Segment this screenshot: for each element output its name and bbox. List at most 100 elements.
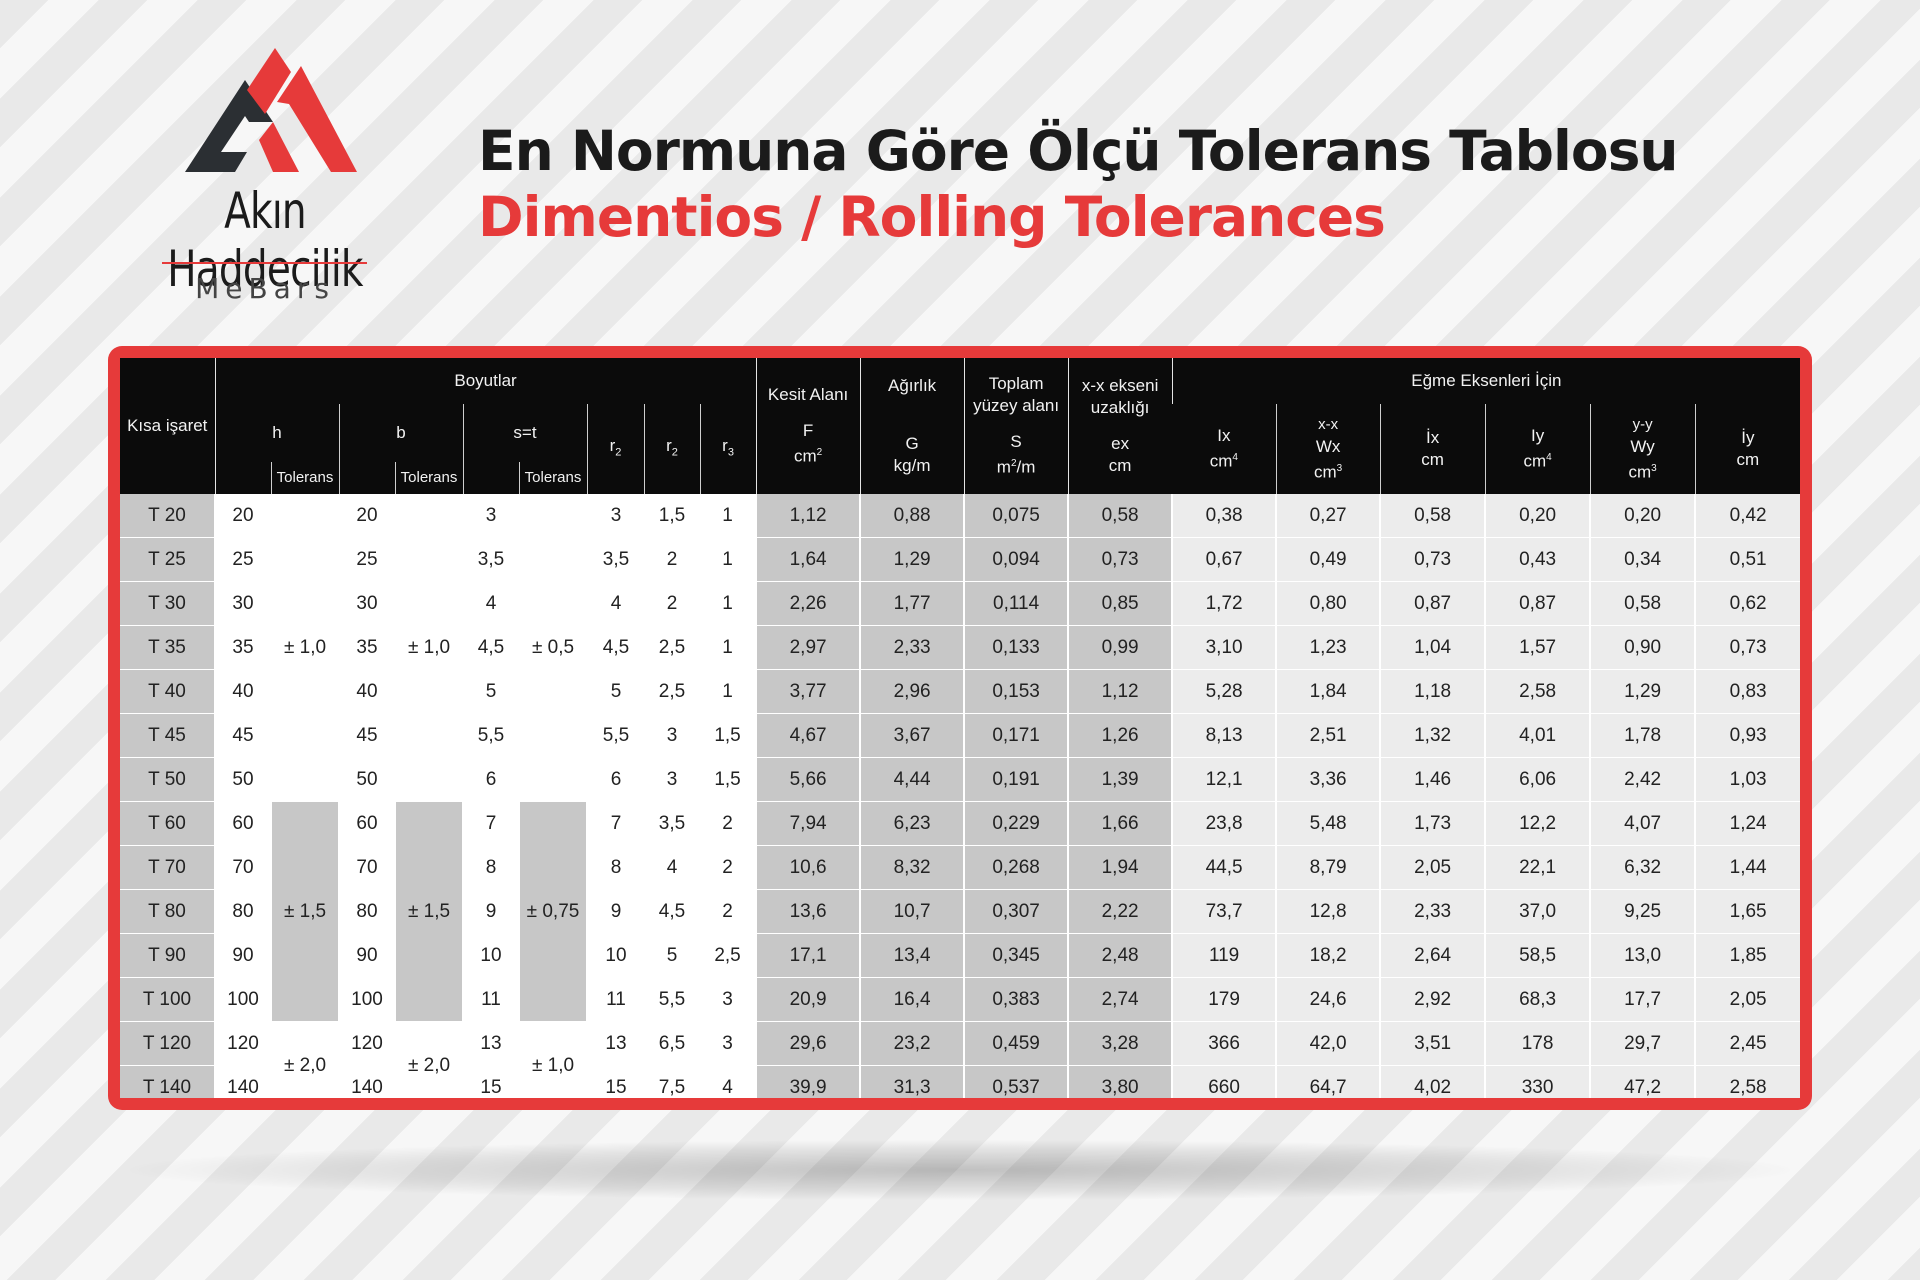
table-cell: T 100 xyxy=(120,977,215,1022)
table-cell: 8,79 xyxy=(1275,845,1381,890)
table-cell: 4 xyxy=(700,1065,757,1098)
header-S-unit: m xyxy=(996,457,1011,477)
table-body: T 20 20 ± 1,0 20 ± 1,0 3 ± 0,5 3 1,5 1 1,12 0,88 0,0… xyxy=(120,494,1800,1098)
tolerance-cell-h: ± 2,0 xyxy=(270,1021,339,1098)
table-cell: 0,83 xyxy=(1694,669,1800,714)
table-cell: 0,537 xyxy=(963,1065,1069,1098)
table-cell: 3,5 xyxy=(462,537,519,582)
table-cell: 0,90 xyxy=(1589,625,1696,670)
table-cell: 6 xyxy=(462,757,519,802)
table-cell: 13,0 xyxy=(1589,933,1696,978)
table-row: T 140 140 140 15 15 7,5 4 39,9 31,3 0,537 3,80 660 6… xyxy=(120,1065,1800,1098)
header-Wx-sup: 3 xyxy=(1336,463,1343,475)
table-cell: 5 xyxy=(462,669,519,714)
table-row: T 20 20 ± 1,0 20 ± 1,0 3 ± 0,5 3 1,5 1 1,12 0,88 0,0… xyxy=(120,494,1800,802)
table-cell: 1,12 xyxy=(1067,669,1173,714)
table-cell: 25 xyxy=(338,537,395,582)
table-row: T 40 40 40 5 5 2,5 1 3,77 2,96 0,153 1,12 5,28 1,84 1… xyxy=(120,669,1800,714)
table-cell: 5,48 xyxy=(1275,801,1381,846)
header-Wy-label: Wy xyxy=(1630,437,1655,457)
table-cell: 2 xyxy=(700,801,757,846)
table-row: T 50 50 50 6 6 3 1,5 5,66 4,44 0,191 1,39 12,1 3,36 1… xyxy=(120,757,1800,802)
table-cell: 6,23 xyxy=(859,801,965,846)
table-cell: 4 xyxy=(644,845,700,890)
table-cell: 4,5 xyxy=(586,625,644,670)
table-cell: 3,36 xyxy=(1275,757,1381,802)
header-Wx-unit: cm xyxy=(1313,462,1337,482)
table-cell: 45 xyxy=(338,713,395,758)
table-cell: 25 xyxy=(214,537,271,582)
table-cell: 1,65 xyxy=(1694,889,1800,934)
table-cell: 7,94 xyxy=(755,801,861,846)
table-cell: 119 xyxy=(1171,933,1277,978)
table-cell: 60 xyxy=(338,801,395,846)
table-cell: 0,094 xyxy=(963,537,1069,582)
header-F-unit: cm xyxy=(793,446,817,466)
table-cell: 0,87 xyxy=(1379,581,1486,626)
table-cell: T 30 xyxy=(120,581,215,626)
header-r2-label: r xyxy=(609,435,616,455)
drop-shadow xyxy=(130,1140,1790,1200)
table-cell: 1,26 xyxy=(1067,713,1173,758)
table-cell: 0,67 xyxy=(1171,537,1277,582)
table-cell: 3 xyxy=(586,494,644,538)
table-cell: 1,85 xyxy=(1694,933,1800,978)
table-cell: 0,229 xyxy=(963,801,1069,846)
table-cell: 4,44 xyxy=(859,757,965,802)
table-row: T 45 45 45 5,5 5,5 3 1,5 4,67 3,67 0,171 1,26 8,13 2… xyxy=(120,713,1800,758)
header-st-tolerans: Tolerans xyxy=(518,462,587,494)
table-cell: 68,3 xyxy=(1484,977,1591,1022)
table-cell: 17,7 xyxy=(1589,977,1696,1022)
table-cell: 330 xyxy=(1484,1065,1591,1098)
table-cell: T 50 xyxy=(120,757,215,802)
tolerance-table: Kısa işaret Boyutlar Kesit Alanı F cm2 A… xyxy=(120,358,1800,1098)
header-b: b xyxy=(338,404,463,462)
table-cell: 60 xyxy=(214,801,271,846)
brand-divider xyxy=(162,262,367,264)
header-Ix-sup: 4 xyxy=(1232,452,1238,464)
table-cell: 4,01 xyxy=(1484,713,1591,758)
header-Iy-unit: cm xyxy=(1523,451,1547,471)
header-F: F xyxy=(802,421,814,441)
table-cell: 0,85 xyxy=(1067,581,1173,626)
table-cell: 22,1 xyxy=(1484,845,1591,890)
table-cell: 10,7 xyxy=(859,889,965,934)
table-cell: 0,73 xyxy=(1067,537,1173,582)
table-cell: 178 xyxy=(1484,1021,1591,1066)
header-h: h xyxy=(214,404,339,462)
table-cell: 1,39 xyxy=(1067,757,1173,802)
table-cell: 29,6 xyxy=(755,1021,861,1066)
table-cell: 0,93 xyxy=(1694,713,1800,758)
header-S-tail: /m xyxy=(1016,457,1036,477)
table-cell: 179 xyxy=(1171,977,1277,1022)
table-cell: 7,5 xyxy=(644,1065,700,1098)
table-cell: 3 xyxy=(700,1021,757,1066)
header-r3-sub: 3 xyxy=(727,446,734,459)
header-Ix-label: Ix xyxy=(1217,426,1231,446)
table-cell: T 80 xyxy=(120,889,215,934)
table-cell: 7 xyxy=(462,801,519,846)
table-cell: 9,25 xyxy=(1589,889,1696,934)
table-cell: 23,8 xyxy=(1171,801,1277,846)
table-cell: 5,5 xyxy=(586,713,644,758)
table-cell: 0,20 xyxy=(1589,494,1696,538)
table-cell: 3,77 xyxy=(755,669,861,714)
table-cell: 13 xyxy=(586,1021,644,1066)
table-cell: T 120 xyxy=(120,1021,215,1066)
tolerance-cell-h: ± 1,0 xyxy=(270,494,339,802)
header-kisa: Kısa işaret xyxy=(120,358,215,494)
logo-mark-icon xyxy=(185,48,357,172)
header-Wy: y-y Wy cm3 xyxy=(1589,404,1696,494)
table-cell: 4 xyxy=(586,581,644,626)
page-title: En Normuna Göre Ölçü Tolerans Tablosu Di… xyxy=(478,118,1679,250)
brand-name: Akın Haddecilik xyxy=(167,182,363,298)
table-cell: 3 xyxy=(644,713,700,758)
table-cell: 2,05 xyxy=(1379,845,1486,890)
table-cell: 2 xyxy=(644,537,700,582)
table-cell: 0,99 xyxy=(1067,625,1173,670)
header-iy-unit: cm xyxy=(1736,450,1760,469)
table-cell: 0,307 xyxy=(963,889,1069,934)
table-cell: 1,29 xyxy=(859,537,965,582)
table-cell: 1,77 xyxy=(859,581,965,626)
table-cell: 13 xyxy=(462,1021,519,1066)
